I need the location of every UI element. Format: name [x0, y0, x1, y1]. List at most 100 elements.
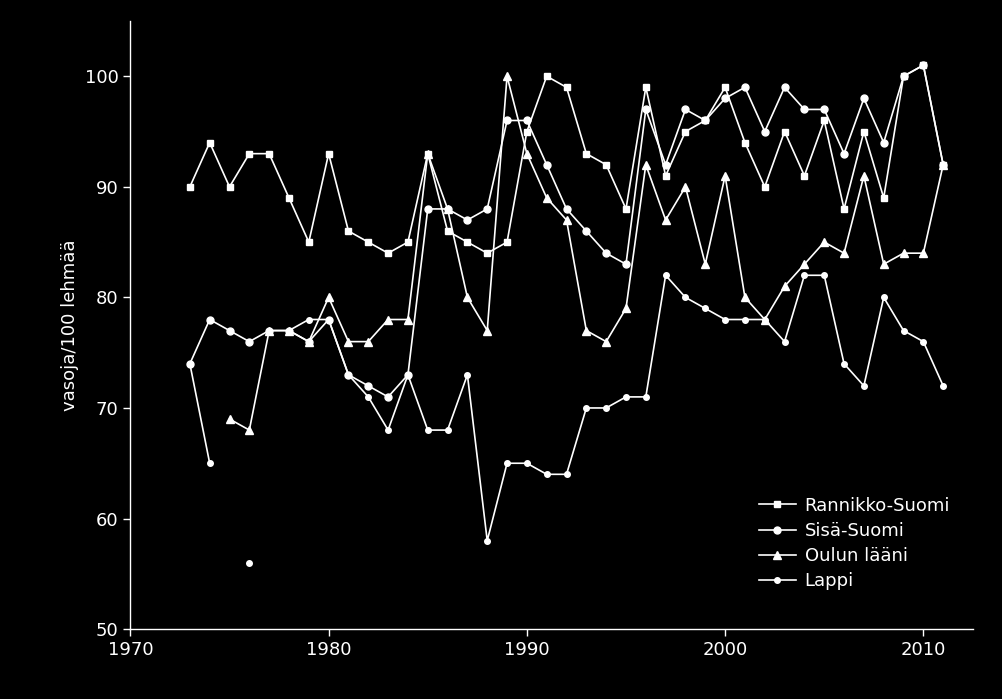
Rannikko-Suomi	[540, 72, 552, 80]
Sisä-Suomi	[897, 72, 909, 80]
Sisä-Suomi	[619, 260, 631, 268]
Sisä-Suomi	[718, 94, 730, 103]
Sisä-Suomi	[698, 116, 710, 124]
Rannikko-Suomi	[223, 182, 235, 191]
Sisä-Suomi	[323, 315, 335, 324]
Oulun lääni	[441, 205, 453, 213]
Lappi	[778, 338, 790, 346]
Rannikko-Suomi	[877, 194, 889, 202]
Rannikko-Suomi	[402, 238, 414, 246]
Lappi	[421, 426, 433, 434]
Rannikko-Suomi	[303, 238, 315, 246]
Oulun lääni	[481, 326, 493, 335]
Lappi	[540, 470, 552, 479]
Rannikko-Suomi	[183, 182, 195, 191]
Oulun lääni	[818, 238, 830, 246]
Sisä-Suomi	[283, 326, 295, 335]
Rannikko-Suomi	[897, 72, 909, 80]
Rannikko-Suomi	[323, 150, 335, 158]
Lappi	[342, 370, 354, 379]
Rannikko-Suomi	[698, 116, 710, 124]
Sisä-Suomi	[382, 393, 394, 401]
Lappi	[461, 370, 473, 379]
Rannikko-Suomi	[599, 161, 611, 169]
Rannikko-Suomi	[243, 150, 256, 158]
Oulun lääni	[778, 282, 790, 291]
Line: Lappi: Lappi	[187, 273, 945, 565]
Oulun lääni	[263, 326, 275, 335]
Sisä-Suomi	[560, 205, 572, 213]
Lappi	[678, 293, 690, 301]
Oulun lääni	[540, 194, 552, 202]
Sisä-Suomi	[540, 161, 552, 169]
Rannikko-Suomi	[936, 161, 948, 169]
Lappi	[323, 315, 335, 324]
Oulun lääni	[342, 338, 354, 346]
Oulun lääni	[758, 315, 770, 324]
Oulun lääni	[857, 171, 869, 180]
Oulun lääni	[323, 293, 335, 301]
Oulun lääni	[619, 304, 631, 312]
Lappi	[718, 315, 730, 324]
Sisä-Suomi	[917, 61, 929, 69]
Lappi	[382, 426, 394, 434]
Sisä-Suomi	[402, 370, 414, 379]
Sisä-Suomi	[223, 326, 235, 335]
Lappi	[936, 382, 948, 390]
Lappi	[659, 271, 671, 280]
Sisä-Suomi	[818, 106, 830, 114]
Oulun lääni	[223, 415, 235, 423]
Rannikko-Suomi	[421, 150, 433, 158]
Lappi	[283, 326, 295, 335]
Sisä-Suomi	[798, 106, 810, 114]
Lappi	[897, 326, 909, 335]
Oulun lääni	[936, 161, 948, 169]
Oulun lääni	[303, 338, 315, 346]
Lappi	[183, 359, 195, 368]
Oulun lääni	[520, 150, 532, 158]
Oulun lääni	[461, 293, 473, 301]
Lappi	[838, 359, 850, 368]
Sisä-Suomi	[501, 116, 513, 124]
Rannikko-Suomi	[501, 238, 513, 246]
Lappi	[758, 315, 770, 324]
Rannikko-Suomi	[263, 150, 275, 158]
Lappi	[243, 559, 256, 567]
Lappi	[857, 382, 869, 390]
Rannikko-Suomi	[481, 249, 493, 257]
Lappi	[798, 271, 810, 280]
Sisä-Suomi	[421, 205, 433, 213]
Sisä-Suomi	[758, 127, 770, 136]
Oulun lääni	[897, 249, 909, 257]
Rannikko-Suomi	[659, 171, 671, 180]
Rannikko-Suomi	[203, 138, 215, 147]
Sisä-Suomi	[183, 359, 195, 368]
Line: Sisä-Suomi: Sisä-Suomi	[186, 62, 946, 401]
Sisä-Suomi	[461, 216, 473, 224]
Rannikko-Suomi	[461, 238, 473, 246]
Lappi	[402, 370, 414, 379]
Oulun lääni	[243, 426, 256, 434]
Oulun lääni	[639, 161, 651, 169]
Oulun lääni	[917, 249, 929, 257]
Oulun lääni	[599, 338, 611, 346]
Oulun lääni	[580, 326, 592, 335]
Lappi	[520, 459, 532, 468]
Sisä-Suomi	[441, 205, 453, 213]
Lappi	[698, 304, 710, 312]
Rannikko-Suomi	[619, 205, 631, 213]
Lappi	[599, 404, 611, 412]
Oulun lääni	[838, 249, 850, 257]
Lappi	[203, 459, 215, 468]
Oulun lääni	[698, 260, 710, 268]
Rannikko-Suomi	[798, 171, 810, 180]
Sisä-Suomi	[243, 338, 256, 346]
Rannikko-Suomi	[382, 249, 394, 257]
Lappi	[481, 536, 493, 545]
Rannikko-Suomi	[580, 150, 592, 158]
Oulun lääni	[421, 150, 433, 158]
Legend: Rannikko-Suomi, Sisä-Suomi, Oulun lääni, Lappi: Rannikko-Suomi, Sisä-Suomi, Oulun lääni,…	[754, 491, 955, 596]
Oulun lääni	[283, 326, 295, 335]
Lappi	[877, 293, 889, 301]
Sisä-Suomi	[857, 94, 869, 103]
